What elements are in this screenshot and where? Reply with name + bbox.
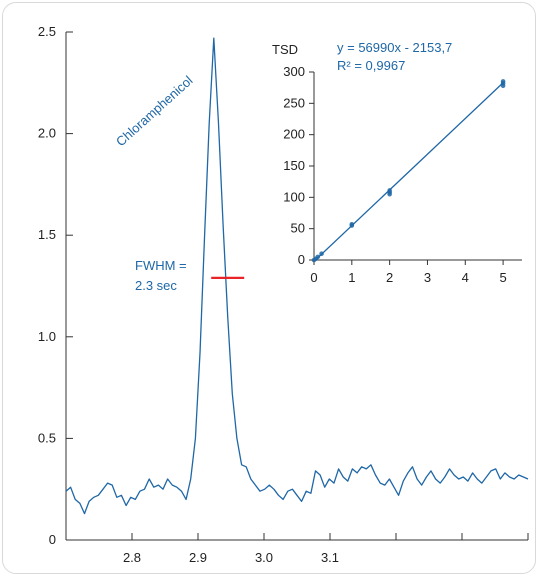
- inset-y-tick-label: 100: [283, 189, 305, 204]
- inset-data-point: [315, 254, 321, 260]
- main-y-tick-label: 0: [49, 532, 56, 547]
- r-squared-label: R² = 0,9967: [337, 58, 405, 73]
- figure-frame: [2, 2, 536, 574]
- main-x-tick-label: 2.9: [189, 550, 207, 565]
- inset-tick-labels: 0 50 100 150 200 250 300 0 1 2 3 4 5: [283, 64, 506, 285]
- main-y-tick-label: 0.5: [38, 430, 56, 445]
- main-y-tick-label: 2.5: [38, 24, 56, 39]
- inset-y-axis-label: TSD: [272, 42, 298, 57]
- main-tick-labels: 0 0.5 1.0 1.5 2.0 2.5 2.8 2.9 3.0 3.1: [38, 24, 339, 565]
- inset-data-point: [387, 188, 392, 193]
- main-ticks: [65, 31, 529, 541]
- inset-x-tick-label: 2: [386, 270, 393, 285]
- inset-x-tick-label: 1: [348, 270, 355, 285]
- inset-y-tick-label: 250: [283, 95, 305, 110]
- inset-x-tick-label: 4: [462, 270, 469, 285]
- main-x-tick-label: 2.8: [123, 550, 141, 565]
- inset-y-tick-label: 0: [298, 252, 305, 267]
- fwhm-label-line1: FWHM =: [135, 258, 187, 273]
- inset-y-tick-label: 200: [283, 127, 305, 142]
- inset-y-tick-label: 300: [283, 64, 305, 79]
- inset-ticks: [309, 71, 504, 265]
- inset-x-tick-label: 3: [424, 270, 431, 285]
- inset-data-point: [319, 251, 324, 257]
- inset-points: [311, 79, 506, 263]
- inset-x-tick-label: 0: [310, 270, 317, 285]
- inset-data-point: [500, 79, 506, 84]
- chromatogram-line: [65, 37, 529, 515]
- inset-y-tick-label: 50: [291, 221, 305, 236]
- inset-x-tick-label: 5: [499, 270, 506, 285]
- main-y-tick-label: 1.5: [38, 227, 56, 242]
- inset-y-tick-label: 150: [283, 158, 305, 173]
- compound-label: Chloramphenicol: [113, 73, 196, 149]
- main-x-tick-label: 3.0: [255, 550, 273, 565]
- main-y-tick-label: 2.0: [38, 126, 56, 141]
- main-y-tick-label: 1.0: [38, 329, 56, 344]
- fwhm-label-line2: 2.3 sec: [135, 278, 177, 293]
- main-x-tick-label: 3.1: [321, 550, 339, 565]
- inset-trendline: [314, 82, 504, 261]
- inset-data-point: [349, 221, 355, 227]
- trendline-equation: y = 56990x - 2153,7: [337, 40, 452, 55]
